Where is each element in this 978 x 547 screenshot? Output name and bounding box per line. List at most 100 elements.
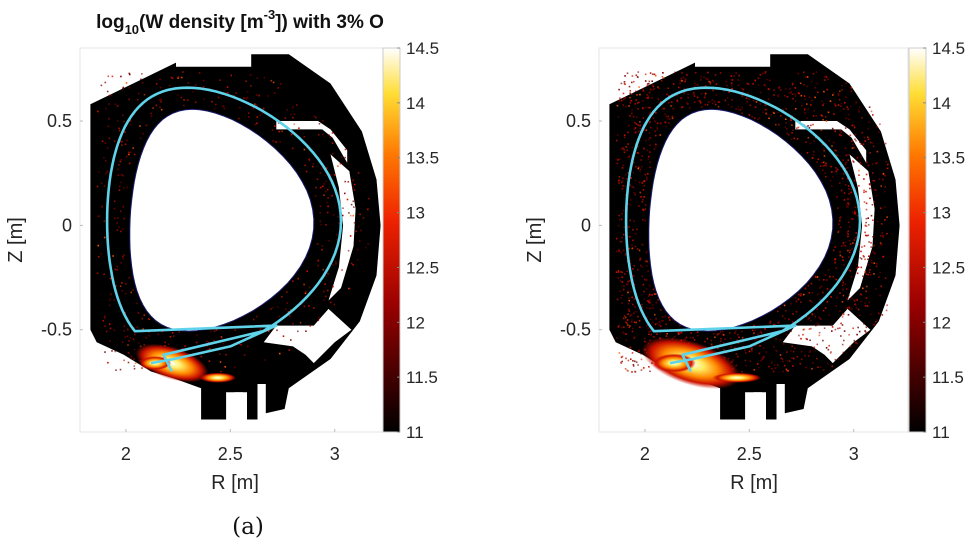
density-speckle <box>213 339 215 342</box>
density-speckle <box>649 307 652 310</box>
density-speckle <box>852 218 854 220</box>
port-cutout <box>328 154 356 301</box>
density-speckle <box>752 99 755 102</box>
density-speckle <box>274 141 277 144</box>
density-speckle <box>856 272 859 275</box>
density-speckle <box>114 103 117 105</box>
density-speckle <box>735 330 737 332</box>
density-speckle <box>642 198 644 201</box>
density-speckle <box>817 293 819 296</box>
density-speckle <box>692 91 695 94</box>
density-speckle <box>831 326 834 328</box>
density-speckle <box>125 292 127 295</box>
density-speckle <box>757 366 760 369</box>
density-speckle <box>636 94 638 96</box>
density-speckle <box>620 271 622 273</box>
density-speckle <box>623 82 626 85</box>
density-speckle <box>800 315 803 318</box>
density-speckle <box>210 330 212 333</box>
density-speckle <box>785 122 787 124</box>
density-speckle <box>147 318 150 321</box>
density-speckle <box>868 121 870 123</box>
density-speckle <box>202 86 205 88</box>
density-speckle <box>790 91 792 93</box>
density-speckle <box>828 314 830 317</box>
density-speckle <box>730 346 732 348</box>
density-speckle <box>866 161 868 164</box>
density-speckle <box>835 154 838 156</box>
density-speckle <box>735 353 738 355</box>
density-speckle <box>329 174 332 176</box>
density-speckle <box>305 170 308 173</box>
density-speckle <box>794 95 797 97</box>
density-speckle <box>859 162 862 165</box>
density-speckle <box>322 133 324 136</box>
density-speckle <box>867 224 870 226</box>
density-speckle <box>629 90 632 92</box>
density-speckle <box>365 246 367 249</box>
density-speckle <box>118 185 121 188</box>
density-speckle <box>122 228 124 231</box>
density-speckle <box>646 83 649 85</box>
density-speckle <box>319 220 322 223</box>
density-speckle <box>134 333 136 336</box>
density-speckle <box>114 217 116 220</box>
density-speckle <box>120 261 122 264</box>
density-speckle <box>778 86 781 88</box>
density-speckle <box>639 257 642 259</box>
density-speckle <box>234 329 236 331</box>
density-speckle <box>680 78 683 80</box>
density-speckle <box>836 296 838 299</box>
density-speckle <box>876 220 879 223</box>
density-speckle <box>845 288 848 290</box>
density-speckle <box>124 131 126 133</box>
colorbar-tick-label: 13 <box>932 204 951 223</box>
density-speckle <box>129 123 132 126</box>
density-speckle <box>844 283 847 286</box>
density-speckle <box>140 78 142 81</box>
y-tick-label: 0 <box>581 215 591 235</box>
density-speckle <box>631 154 633 157</box>
density-speckle <box>148 331 150 333</box>
density-speckle <box>624 254 627 256</box>
density-speckle <box>658 321 661 324</box>
density-speckle <box>639 170 641 173</box>
density-speckle <box>867 234 870 237</box>
density-speckle <box>863 255 865 258</box>
density-speckle <box>848 118 850 121</box>
density-speckle <box>852 242 854 244</box>
density-speckle <box>247 112 250 114</box>
density-speckle <box>139 125 141 127</box>
density-speckle <box>848 298 851 300</box>
density-speckle <box>848 188 850 190</box>
density-speckle <box>680 331 683 334</box>
density-speckle <box>875 288 877 290</box>
density-speckle <box>759 74 762 76</box>
density-speckle <box>819 165 822 167</box>
density-speckle <box>625 283 628 286</box>
density-speckle <box>753 332 755 334</box>
density-speckle <box>169 336 172 338</box>
density-speckle <box>662 107 664 110</box>
density-speckle <box>693 339 696 341</box>
density-speckle <box>650 126 652 129</box>
density-speckle <box>796 127 798 129</box>
density-speckle <box>687 93 689 96</box>
density-speckle <box>758 332 760 334</box>
density-speckle <box>627 370 629 372</box>
density-speckle <box>847 185 850 187</box>
density-speckle <box>737 106 740 108</box>
density-speckle <box>744 349 746 352</box>
density-speckle <box>849 270 851 272</box>
density-speckle <box>642 189 645 191</box>
density-speckle <box>649 106 651 109</box>
density-speckle <box>833 113 835 115</box>
density-speckle <box>806 151 809 154</box>
density-speckle <box>632 161 635 164</box>
x-tick-label: 2 <box>121 444 131 464</box>
density-speckle <box>674 71 676 74</box>
density-speckle <box>779 339 782 341</box>
density-speckle <box>844 241 847 244</box>
density-speckle <box>734 332 736 334</box>
density-speckle <box>679 80 682 82</box>
